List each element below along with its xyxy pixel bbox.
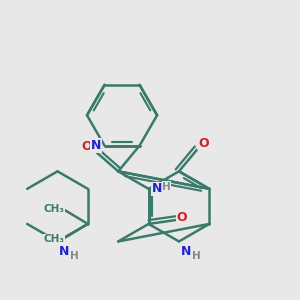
Text: CH₃: CH₃ xyxy=(43,234,64,244)
Text: O: O xyxy=(198,136,209,150)
Text: N: N xyxy=(152,182,162,195)
Text: N: N xyxy=(91,139,101,152)
Text: H: H xyxy=(162,182,171,192)
Text: O: O xyxy=(82,140,92,153)
Text: N: N xyxy=(59,245,69,258)
Text: N: N xyxy=(181,245,192,258)
Text: O: O xyxy=(177,211,188,224)
Text: H: H xyxy=(70,251,79,261)
Text: CH₃: CH₃ xyxy=(43,204,64,214)
Text: H: H xyxy=(192,251,201,261)
